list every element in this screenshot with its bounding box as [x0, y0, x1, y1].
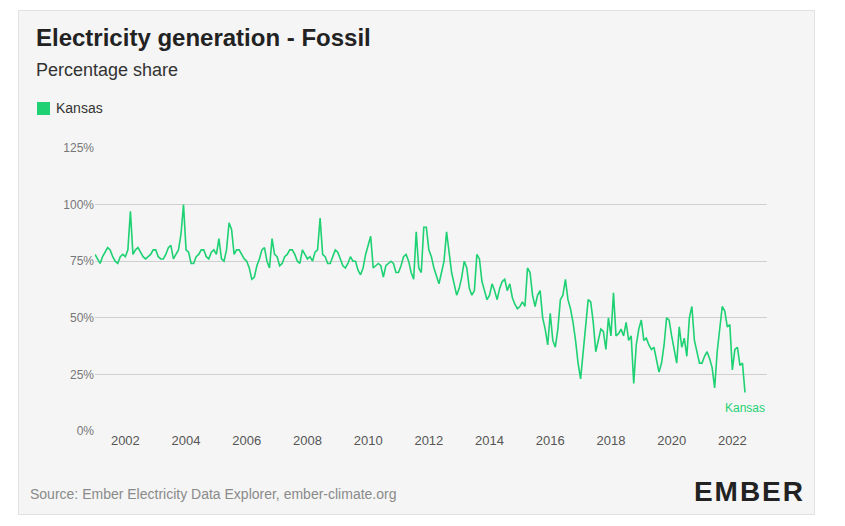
html-text:Electricity generation - Fossi: Electricity generation - Fossil: [36, 24, 371, 51]
svg-text:2008: 2008: [293, 433, 322, 448]
svg-text:2002: 2002: [111, 433, 140, 448]
svg-text:2012: 2012: [414, 433, 443, 448]
svg-text:2014: 2014: [475, 433, 504, 448]
html-text:Percentage share: Percentage share: [36, 60, 179, 80]
svg-text:100%: 100%: [63, 198, 94, 212]
html-text:Source: Ember Electricity Data: Source: Ember Electricity Data Explorer,…: [30, 486, 397, 502]
svg-text:2004: 2004: [172, 433, 201, 448]
svg-text:50%: 50%: [70, 311, 94, 325]
html-text:Kansas: Kansas: [56, 100, 103, 116]
svg-text:125%: 125%: [63, 141, 94, 155]
svg-text:Kansas: Kansas: [725, 401, 765, 415]
svg-text:2022: 2022: [718, 433, 747, 448]
svg-text:25%: 25%: [70, 368, 94, 382]
svg-text:2010: 2010: [354, 433, 383, 448]
svg-text:75%: 75%: [70, 254, 94, 268]
svg-text:2016: 2016: [536, 433, 565, 448]
html-text:EMBER: EMBER: [693, 476, 805, 507]
svg-text:2006: 2006: [232, 433, 261, 448]
svg-text:2020: 2020: [657, 433, 686, 448]
svg-text:0%: 0%: [77, 424, 95, 438]
svg-text:2018: 2018: [596, 433, 625, 448]
